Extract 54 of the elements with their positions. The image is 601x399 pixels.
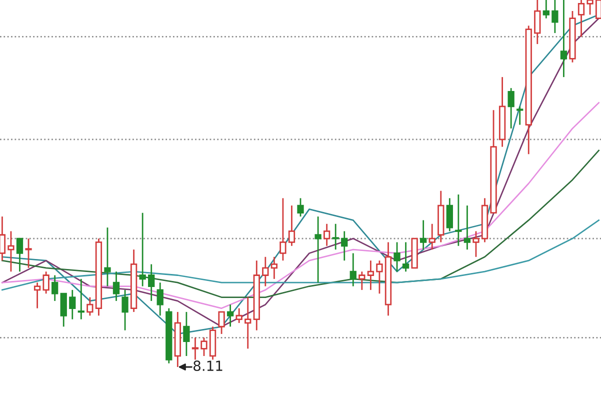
candlestick (0, 216, 6, 262)
candlestick (148, 264, 155, 302)
candlestick (420, 220, 427, 250)
candlestick (209, 326, 216, 360)
candlestick (288, 204, 296, 247)
candlestick (464, 204, 471, 250)
candlestick (578, 0, 585, 38)
candlestick (560, 0, 568, 78)
candlestick (226, 304, 234, 328)
candlestick (52, 274, 58, 302)
candlestick (394, 242, 400, 272)
candlestick (78, 278, 84, 320)
candlestick (350, 252, 356, 287)
candlestick (8, 230, 14, 272)
candlestick (367, 260, 374, 291)
candlestick (183, 311, 190, 357)
candlestick (166, 308, 172, 364)
candlestick (86, 296, 94, 316)
candlestick (455, 194, 462, 247)
candlestick (542, 0, 550, 20)
candlestick (25, 238, 32, 269)
candlestick (69, 289, 76, 320)
candlestick (253, 260, 260, 331)
candlestick (112, 270, 120, 302)
candlestick (341, 230, 348, 262)
candlestick (323, 223, 330, 247)
candlestick (104, 226, 111, 287)
candlestick (508, 87, 514, 130)
candlestick (438, 190, 444, 243)
candlestick (534, 0, 541, 45)
candlestick (42, 270, 50, 294)
candlestick (384, 242, 392, 316)
candlestick (552, 0, 558, 34)
candlestick (498, 76, 506, 148)
candlestick (446, 197, 453, 232)
candlestick (192, 336, 199, 360)
candlestick (402, 242, 410, 272)
candlestick (481, 197, 488, 243)
candlestick (332, 223, 339, 250)
annotation: 8.11 (194, 360, 222, 372)
candlestick (156, 282, 164, 316)
candlestick (174, 311, 181, 367)
candlestick (270, 256, 278, 280)
candlestick (139, 212, 146, 287)
candlestick (428, 223, 436, 250)
candlestick (525, 24, 532, 155)
candlestick (314, 216, 322, 284)
candlestick (358, 270, 366, 291)
candlestick (244, 296, 252, 350)
candlestick (34, 282, 41, 309)
candlestick (130, 248, 138, 313)
candlestick (236, 308, 242, 324)
candlestick (95, 238, 102, 316)
candlestick (262, 256, 269, 287)
